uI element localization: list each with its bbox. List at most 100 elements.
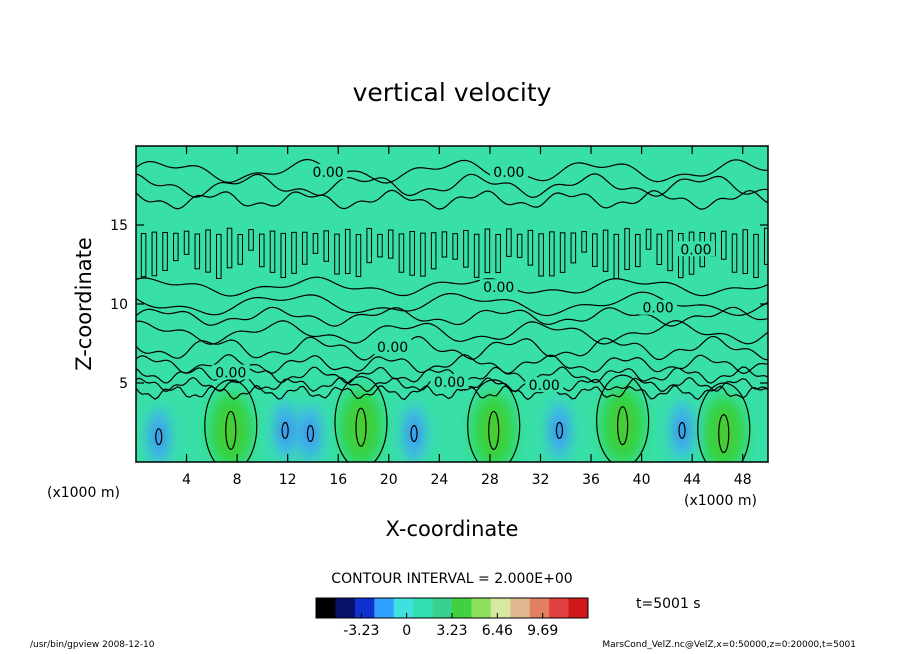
downdraft-contour [155, 428, 163, 446]
contour-loop [624, 228, 630, 271]
contour-loop [344, 228, 351, 275]
contour-loop [527, 229, 534, 266]
updraft-inner-contour [617, 406, 629, 446]
contour-loop [194, 233, 201, 270]
x-unit-left: (x1000 m) [47, 485, 120, 501]
colorbar-segment [335, 598, 356, 618]
contour-line [136, 354, 768, 375]
downdraft-contour [306, 425, 315, 443]
contour-loop [226, 227, 233, 269]
x-tick-label: 8 [233, 472, 242, 488]
x-tick-label: 32 [532, 472, 550, 488]
colorbar-segment [374, 598, 395, 618]
contour-loop [173, 232, 179, 262]
y-axis-label: Z-coordinate [72, 237, 96, 371]
contour-loop [656, 233, 663, 265]
contour-label: 0.00 [313, 165, 344, 181]
contour-line [136, 306, 768, 327]
x-tick-label: 36 [582, 472, 600, 488]
contour-loop [678, 233, 684, 279]
updraft-core [484, 408, 503, 453]
updraft-core [714, 411, 733, 456]
contour-label-bg [639, 299, 678, 315]
footer-left: /usr/bin/gpview 2008-12-10 [30, 640, 155, 650]
x-unit-right: (x1000 m) [684, 493, 757, 509]
contour-loop [323, 230, 330, 262]
contour-loop [301, 231, 308, 265]
contour-loop [140, 233, 147, 278]
contour-loop [409, 230, 415, 276]
colorbar-tick-label: 9.69 [527, 623, 558, 639]
colorbar-segment [568, 598, 589, 618]
colorbar-segment [354, 598, 375, 618]
contour-loop [269, 230, 276, 273]
contour-line [136, 158, 768, 184]
downdraft-contour [410, 425, 418, 443]
contour-loop [635, 233, 641, 268]
updraft-contour [596, 374, 650, 462]
colorbar-segment [393, 598, 414, 618]
contour-loop [355, 233, 362, 278]
contour-loop [538, 233, 544, 277]
contour-label-bg [525, 377, 564, 393]
contour-loop [151, 231, 158, 277]
contour-label: 0.00 [642, 301, 673, 317]
contour-loop [183, 230, 190, 255]
contour-loop [463, 230, 469, 268]
contour-label-bg [676, 241, 715, 257]
contour-loop [602, 229, 609, 272]
contour-loop [645, 228, 652, 250]
contour-loop [452, 233, 458, 260]
contour-label: 0.00 [434, 375, 465, 391]
contour-loop [667, 230, 673, 272]
colorbar-tick-label: -3.23 [343, 623, 379, 639]
contour-label: 0.00 [680, 242, 711, 258]
x-axis: 4 8 12 16 20 24 28 32 36 40 44 48 [182, 146, 752, 488]
contour-loop [570, 232, 577, 264]
contour-label: 0.00 [483, 280, 514, 296]
x-tick-label: 48 [734, 472, 752, 488]
colorbar: -3.23 0 3.23 6.46 9.69 [315, 597, 589, 639]
colorbar-tick-label: 6.46 [482, 623, 513, 639]
updraft-inner-contour [488, 410, 500, 450]
updraft-core [351, 405, 370, 450]
downdraft-contour [281, 421, 289, 439]
updraft-inner-contour [355, 407, 367, 447]
contour-loop [162, 232, 168, 271]
contour-loop [753, 233, 759, 278]
footer-right: MarsCond_VelZ.nc@VelZ,x=0:50000,z=0:2000… [602, 640, 856, 650]
x-tick-label: 40 [633, 472, 651, 488]
contour-loop [688, 231, 695, 275]
x-tick-label: 16 [329, 472, 347, 488]
contour-loop [549, 231, 555, 277]
contour-loop [430, 232, 437, 270]
contour-loop [387, 229, 394, 259]
x-tick-label: 28 [481, 472, 499, 488]
colorbar-segment [549, 598, 570, 618]
contour-loop [495, 233, 501, 273]
contour-loop [334, 233, 340, 275]
contour-loop [720, 230, 727, 260]
y-tick-label: 5 [119, 376, 128, 392]
contour-label-bg [211, 364, 250, 380]
colorbar-segment [529, 598, 550, 618]
contour-loop [216, 233, 222, 279]
contour-line [136, 384, 768, 401]
downdraft-contour [555, 421, 564, 439]
contour-loop [592, 233, 598, 267]
updraft-contour [204, 379, 258, 462]
colorbar-segment [490, 598, 511, 618]
contour-loop [581, 231, 587, 253]
updraft-contour [467, 379, 521, 462]
x-tick-label: 4 [182, 472, 191, 488]
colorbar-segment [432, 598, 453, 618]
colorbar-segment [316, 598, 336, 618]
contour-line [136, 335, 768, 361]
contour-loop [559, 232, 566, 273]
x-tick-label: 20 [380, 472, 398, 488]
colorbar-segment [413, 598, 434, 618]
contour-line [136, 291, 768, 317]
contour-loop [420, 232, 426, 277]
updraft-core [613, 403, 632, 448]
